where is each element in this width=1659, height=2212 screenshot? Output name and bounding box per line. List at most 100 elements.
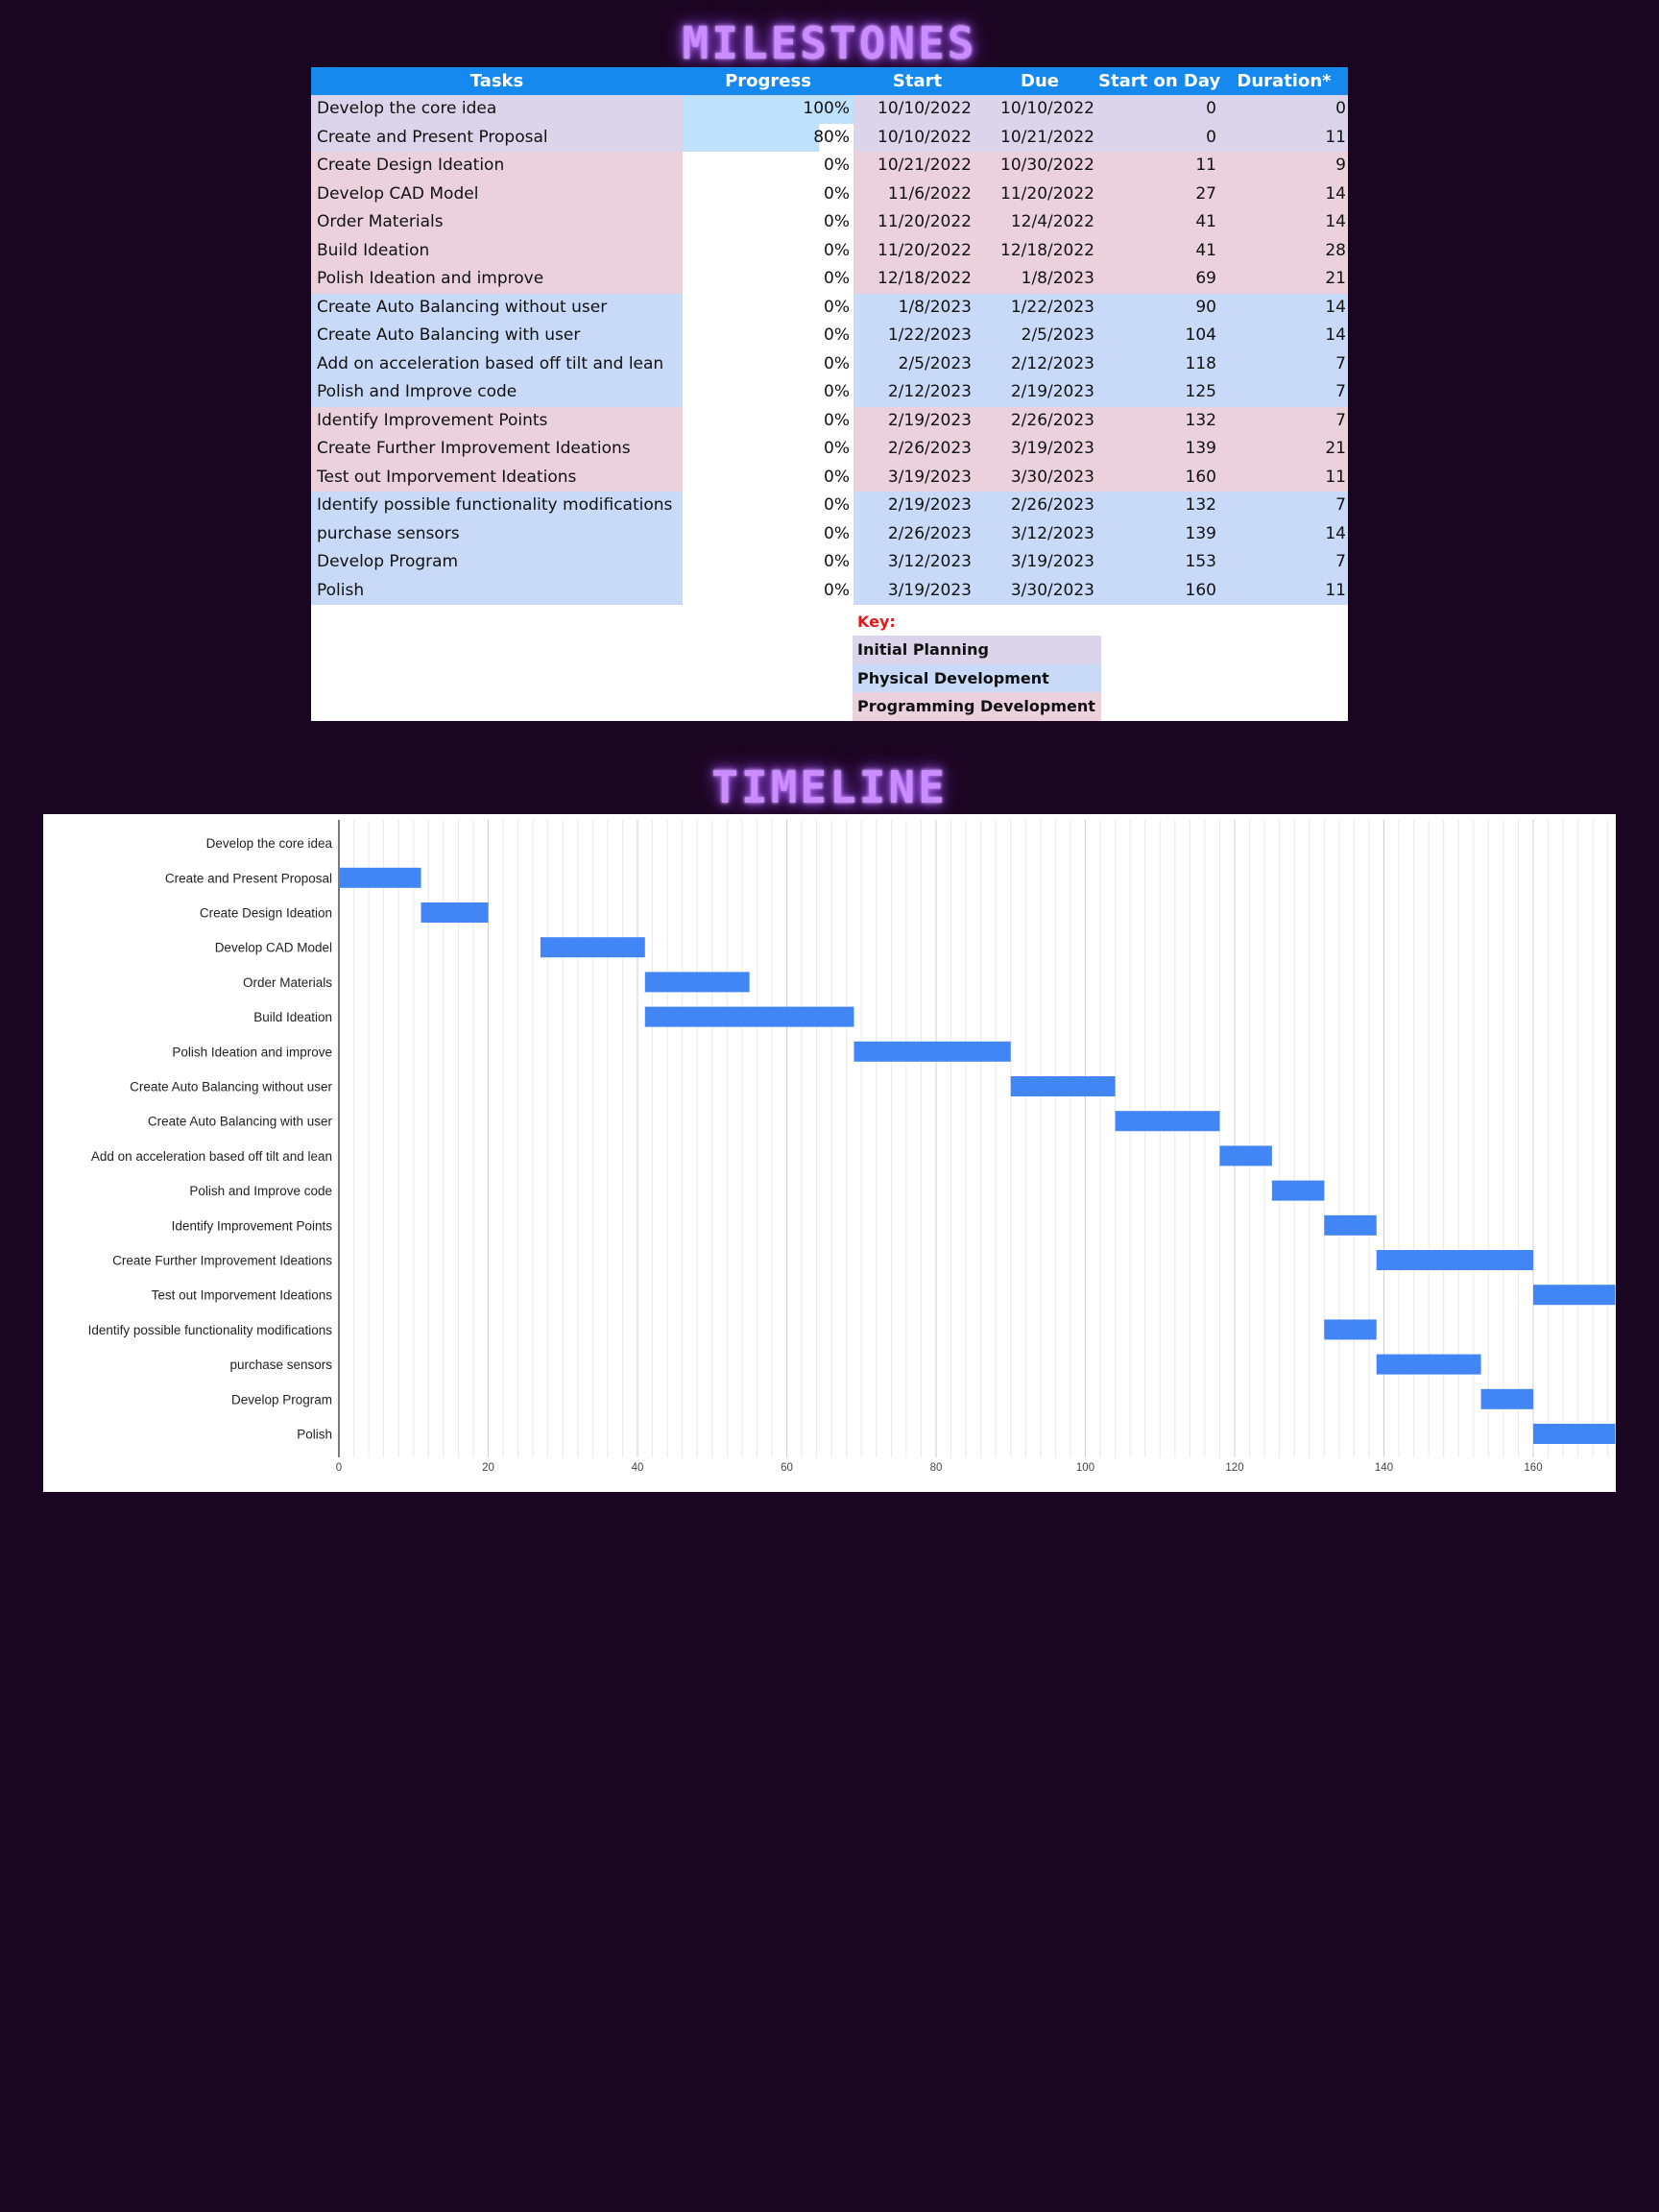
cell-due[interactable]: 3/12/2023 (981, 519, 1098, 548)
cell-due[interactable]: 11/20/2022 (981, 180, 1098, 208)
cell-task[interactable]: Test out Imporvement Ideations (311, 463, 683, 492)
cell-start[interactable]: 2/12/2023 (854, 378, 981, 407)
header-due[interactable]: Due (1021, 71, 1059, 91)
cell-duration[interactable]: 14 (1220, 180, 1348, 208)
gantt-bar[interactable] (1533, 1424, 1616, 1444)
cell-duration[interactable]: 7 (1220, 349, 1348, 378)
table-row[interactable]: Identify Improvement Points 0% 2/19/2023 2/… (311, 406, 1348, 435)
cell-task[interactable]: Develop Program (311, 548, 683, 577)
cell-start[interactable]: 12/18/2022 (854, 265, 981, 294)
cell-duration[interactable]: 11 (1220, 576, 1348, 605)
cell-start-on-day[interactable]: 41 (1098, 236, 1220, 265)
cell-start-on-day[interactable]: 104 (1098, 322, 1220, 350)
cell-start-on-day[interactable]: 27 (1098, 180, 1220, 208)
cell-task[interactable]: Develop the core idea (311, 95, 683, 124)
cell-progress[interactable]: 0% (683, 293, 854, 322)
table-row[interactable]: Identify possible functionality modifica… (311, 492, 1348, 520)
cell-start[interactable]: 3/19/2023 (854, 576, 981, 605)
table-row[interactable]: Polish and Improve code 0% 2/12/2023 2/19/2… (311, 378, 1348, 407)
cell-progress[interactable]: 0% (683, 152, 854, 180)
cell-task[interactable]: Create and Present Proposal (311, 123, 683, 152)
header-progress[interactable]: Progress (725, 71, 811, 91)
gantt-bar[interactable] (644, 1006, 854, 1027)
table-row[interactable]: Create Auto Balancing without user 0% 1/8/… (311, 293, 1348, 322)
header-start-on-day[interactable]: Start on Day* (1098, 71, 1220, 91)
cell-duration[interactable]: 9 (1220, 152, 1348, 180)
cell-duration[interactable]: 14 (1220, 322, 1348, 350)
gantt-bar[interactable] (1376, 1250, 1533, 1270)
cell-start[interactable]: 11/20/2022 (854, 236, 981, 265)
cell-start[interactable]: 11/20/2022 (854, 208, 981, 237)
cell-start-on-day[interactable]: 153 (1098, 548, 1220, 577)
gantt-bar[interactable] (1480, 1388, 1533, 1409)
gantt-bar[interactable] (854, 1041, 1011, 1062)
cell-start-on-day[interactable]: 139 (1098, 519, 1220, 548)
cell-start[interactable]: 3/12/2023 (854, 548, 981, 577)
header-tasks[interactable]: Tasks (469, 71, 524, 91)
cell-progress[interactable]: 80% (683, 123, 854, 152)
cell-progress[interactable]: 0% (683, 492, 854, 520)
cell-due[interactable]: 10/10/2022 (981, 95, 1098, 124)
cell-start-on-day[interactable]: 139 (1098, 435, 1220, 464)
table-row[interactable]: Add on acceleration based off tilt and l… (311, 349, 1348, 378)
cell-progress[interactable]: 0% (683, 378, 854, 407)
table-row[interactable]: Polish Ideation and improve 0% 12/18/2022 1… (311, 265, 1348, 294)
cell-duration[interactable]: 21 (1220, 265, 1348, 294)
gantt-bar[interactable] (644, 972, 750, 993)
cell-task[interactable]: Create Further Improvement Ideations (311, 435, 683, 464)
cell-due[interactable]: 3/30/2023 (981, 576, 1098, 605)
cell-start-on-day[interactable]: 118 (1098, 349, 1220, 378)
cell-start[interactable]: 11/6/2022 (854, 180, 981, 208)
cell-start[interactable]: 10/10/2022 (854, 95, 981, 124)
cell-duration[interactable]: 14 (1220, 519, 1348, 548)
cell-task[interactable]: Create Design Ideation (311, 152, 683, 180)
cell-start-on-day[interactable]: 0 (1098, 123, 1220, 152)
gantt-bar[interactable] (1324, 1319, 1377, 1340)
cell-start-on-day[interactable]: 125 (1098, 378, 1220, 407)
cell-start[interactable]: 10/21/2022 (854, 152, 981, 180)
cell-task[interactable]: Polish and Improve code (311, 378, 683, 407)
cell-progress[interactable]: 0% (683, 349, 854, 378)
cell-duration[interactable]: 11 (1220, 123, 1348, 152)
cell-task[interactable]: Create Auto Balancing without user (311, 293, 683, 322)
header-start[interactable]: Start (892, 71, 943, 91)
cell-start-on-day[interactable]: 41 (1098, 208, 1220, 237)
table-row[interactable]: Develop Program 0% 3/12/2023 3/19/2023 153 7 (311, 548, 1348, 577)
gantt-bar[interactable] (1010, 1076, 1116, 1096)
cell-task[interactable]: Order Materials (311, 208, 683, 237)
cell-start[interactable]: 1/8/2023 (854, 293, 981, 322)
cell-task[interactable]: Add on acceleration based off tilt and l… (311, 349, 683, 378)
cell-start-on-day[interactable]: 69 (1098, 265, 1220, 294)
cell-start[interactable]: 2/5/2023 (854, 349, 981, 378)
cell-due[interactable]: 2/5/2023 (981, 322, 1098, 350)
cell-duration[interactable]: 28 (1220, 236, 1348, 265)
cell-start[interactable]: 2/19/2023 (854, 492, 981, 520)
gantt-bar[interactable] (1271, 1180, 1325, 1201)
table-row[interactable]: Create Further Improvement Ideations 0% 2/… (311, 435, 1348, 464)
cell-due[interactable]: 1/8/2023 (981, 265, 1098, 294)
cell-progress[interactable]: 0% (683, 180, 854, 208)
cell-due[interactable]: 10/30/2022 (981, 152, 1098, 180)
table-row[interactable]: Build Ideation 0% 11/20/2022 12/18/2022 41 28 (311, 236, 1348, 265)
cell-due[interactable]: 2/26/2023 (981, 492, 1098, 520)
cell-progress[interactable]: 0% (683, 463, 854, 492)
cell-due[interactable]: 3/30/2023 (981, 463, 1098, 492)
cell-duration[interactable]: 7 (1220, 406, 1348, 435)
table-row[interactable]: purchase sensors 0% 2/26/2023 3/12/2023 139 1… (311, 519, 1348, 548)
cell-progress[interactable]: 0% (683, 548, 854, 577)
gantt-bar[interactable] (1324, 1214, 1377, 1236)
cell-start-on-day[interactable]: 0 (1098, 95, 1220, 124)
cell-task[interactable]: Identify possible functionality modifica… (311, 492, 683, 520)
cell-duration[interactable]: 7 (1220, 548, 1348, 577)
cell-duration[interactable]: 0 (1220, 95, 1348, 124)
cell-task[interactable]: Create Auto Balancing with user (311, 322, 683, 350)
cell-task[interactable]: Polish Ideation and improve (311, 265, 683, 294)
cell-due[interactable]: 1/22/2023 (981, 293, 1098, 322)
table-row[interactable]: Create Design Ideation 0% 10/21/2022 10/30/… (311, 152, 1348, 180)
table-row[interactable]: Order Materials 0% 11/20/2022 12/4/2022 41 14 (311, 208, 1348, 237)
cell-duration[interactable]: 14 (1220, 208, 1348, 237)
gantt-bar[interactable] (540, 937, 645, 958)
cell-duration[interactable]: 14 (1220, 293, 1348, 322)
cell-start[interactable]: 2/26/2023 (854, 435, 981, 464)
cell-progress[interactable]: 0% (683, 519, 854, 548)
